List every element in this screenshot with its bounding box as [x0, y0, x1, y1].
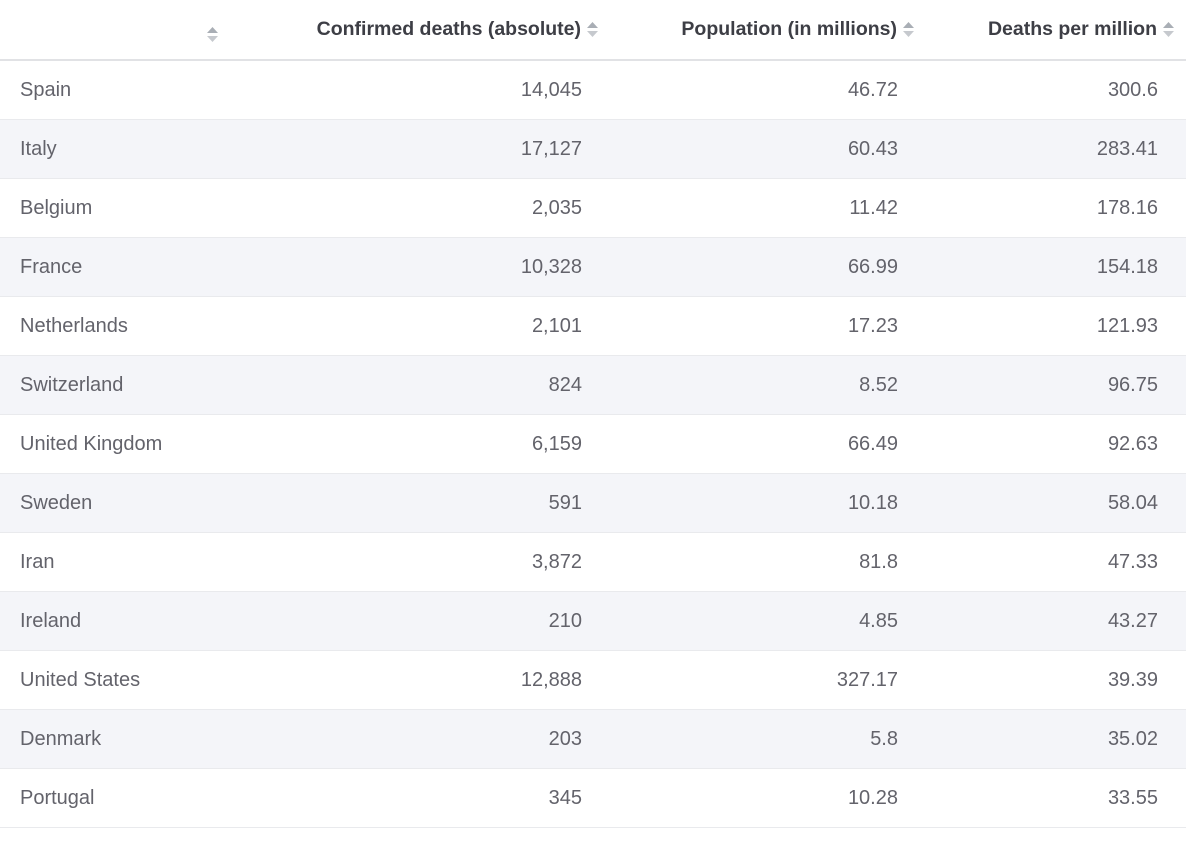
deaths-cell: 591	[230, 473, 610, 533]
deaths-per-million-cell: 178.16	[926, 178, 1186, 238]
country-cell: France	[0, 237, 230, 297]
deaths-per-million-cell: 92.63	[926, 414, 1186, 474]
deaths-per-million-cell: 47.33	[926, 532, 1186, 592]
header-row: Confirmed deaths (absolute) Population (…	[0, 0, 1186, 61]
population-cell: 10.28	[610, 768, 926, 828]
table-row-portugal: Portugal 345 10.28 33.55	[0, 768, 1186, 828]
deaths-per-million-cell: 39.39	[926, 650, 1186, 710]
table-row-spain: Spain 14,045 46.72 300.6	[0, 60, 1186, 120]
population-cell: 66.49	[610, 414, 926, 474]
population-cell: 81.8	[610, 532, 926, 592]
deaths-per-million-cell: 300.6	[926, 60, 1186, 120]
deaths-cell: 2,035	[230, 178, 610, 238]
column-header-country[interactable]	[0, 0, 230, 61]
deaths-data-table: Confirmed deaths (absolute) Population (…	[0, 0, 1186, 828]
population-cell: 46.72	[610, 60, 926, 120]
sort-icon	[587, 22, 598, 37]
deaths-cell: 345	[230, 768, 610, 828]
population-cell: 327.17	[610, 650, 926, 710]
country-cell: Portugal	[0, 768, 230, 828]
country-cell: Sweden	[0, 473, 230, 533]
deaths-per-million-cell: 58.04	[926, 473, 1186, 533]
sort-icon	[903, 22, 914, 37]
deaths-cell: 6,159	[230, 414, 610, 474]
population-cell: 10.18	[610, 473, 926, 533]
deaths-per-million-cell: 43.27	[926, 591, 1186, 651]
deaths-cell: 824	[230, 355, 610, 415]
column-header-population[interactable]: Population (in millions)	[610, 0, 926, 61]
deaths-cell: 14,045	[230, 60, 610, 120]
country-cell: Denmark	[0, 709, 230, 769]
deaths-per-million-cell: 283.41	[926, 119, 1186, 179]
country-cell: Belgium	[0, 178, 230, 238]
table-header: Confirmed deaths (absolute) Population (…	[0, 0, 1186, 61]
population-cell: 11.42	[610, 178, 926, 238]
deaths-per-million-cell: 121.93	[926, 296, 1186, 356]
sort-icon	[207, 26, 218, 42]
deaths-cell: 12,888	[230, 650, 610, 710]
deaths-cell: 203	[230, 709, 610, 769]
deaths-cell: 10,328	[230, 237, 610, 297]
column-header-deaths-per-million[interactable]: Deaths per million	[926, 0, 1186, 61]
population-cell: 5.8	[610, 709, 926, 769]
deaths-cell: 2,101	[230, 296, 610, 356]
deaths-per-million-cell: 33.55	[926, 768, 1186, 828]
table-row-united-states: United States 12,888 327.17 39.39	[0, 650, 1186, 710]
table-row-sweden: Sweden 591 10.18 58.04	[0, 473, 1186, 533]
deaths-cell: 210	[230, 591, 610, 651]
table-row-denmark: Denmark 203 5.8 35.02	[0, 709, 1186, 769]
deaths-per-million-cell: 35.02	[926, 709, 1186, 769]
table-row-united-kingdom: United Kingdom 6,159 66.49 92.63	[0, 414, 1186, 474]
column-header-confirmed-deaths-label: Confirmed deaths (absolute)	[316, 18, 581, 40]
country-cell: Iran	[0, 532, 230, 592]
column-header-deaths-per-million-label: Deaths per million	[987, 18, 1157, 40]
table-row-belgium: Belgium 2,035 11.42 178.16	[0, 178, 1186, 238]
deaths-cell: 3,872	[230, 532, 610, 592]
country-cell: Italy	[0, 119, 230, 179]
deaths-per-million-cell: 154.18	[926, 237, 1186, 297]
table-row-france: France 10,328 66.99 154.18	[0, 237, 1186, 297]
sort-icon	[1163, 22, 1174, 37]
table-row-netherlands: Netherlands 2,101 17.23 121.93	[0, 296, 1186, 356]
column-header-confirmed-deaths[interactable]: Confirmed deaths (absolute)	[230, 0, 610, 61]
table-body: Spain 14,045 46.72 300.6 Italy 17,127 60…	[0, 60, 1186, 828]
population-cell: 66.99	[610, 237, 926, 297]
table-row-iran: Iran 3,872 81.8 47.33	[0, 532, 1186, 592]
population-cell: 8.52	[610, 355, 926, 415]
country-cell: United Kingdom	[0, 414, 230, 474]
data-table-container: Confirmed deaths (absolute) Population (…	[0, 0, 1186, 828]
population-cell: 4.85	[610, 591, 926, 651]
country-cell: Ireland	[0, 591, 230, 651]
population-cell: 17.23	[610, 296, 926, 356]
column-header-population-label: Population (in millions)	[681, 18, 897, 40]
table-row-italy: Italy 17,127 60.43 283.41	[0, 119, 1186, 179]
table-row-ireland: Ireland 210 4.85 43.27	[0, 591, 1186, 651]
deaths-per-million-cell: 96.75	[926, 355, 1186, 415]
country-cell: Spain	[0, 60, 230, 120]
table-row-switzerland: Switzerland 824 8.52 96.75	[0, 355, 1186, 415]
country-cell: Switzerland	[0, 355, 230, 415]
country-cell: United States	[0, 650, 230, 710]
deaths-cell: 17,127	[230, 119, 610, 179]
country-cell: Netherlands	[0, 296, 230, 356]
population-cell: 60.43	[610, 119, 926, 179]
